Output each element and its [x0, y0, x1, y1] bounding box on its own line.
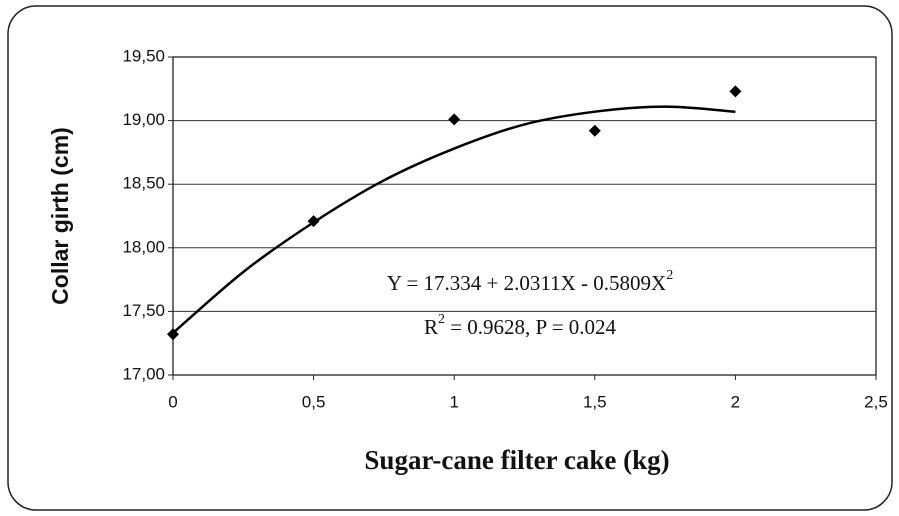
plot-area	[172, 56, 877, 376]
r-prefix: R	[424, 315, 438, 339]
x-tick-label: 1	[449, 392, 458, 411]
y-tick-label: 19,00	[122, 110, 165, 129]
x-axis-title: Sugar-cane filter cake (kg)	[364, 445, 669, 475]
data-point	[167, 328, 179, 341]
y-axis-title: Collar girth (cm)	[47, 127, 73, 305]
y-tick-label: 17,50	[122, 301, 165, 320]
r-text: = 0.9628, P = 0.024	[445, 315, 617, 339]
y-tick-label: 18,00	[122, 237, 165, 256]
equation-sup: 2	[666, 268, 673, 283]
data-point	[729, 85, 742, 98]
chart-frame	[7, 5, 893, 511]
equation: Y = 17.334 + 2.0311X - 0.5809X2	[387, 268, 673, 295]
data-point	[307, 215, 320, 228]
x-tick-label: 1,5	[583, 392, 607, 411]
x-tick-label: 2,5	[864, 392, 888, 411]
x-tick-label: 0	[168, 392, 177, 411]
data-point	[448, 113, 461, 126]
y-tick-label: 18,50	[122, 174, 165, 193]
x-tick-label: 0,5	[302, 392, 326, 411]
equation-text: Y = 17.334 + 2.0311X - 0.5809X	[387, 271, 666, 295]
data-point	[588, 124, 601, 137]
y-tick-label: 17,00	[122, 364, 165, 383]
x-tick-label: 2	[731, 392, 740, 411]
y-tick-label: 19,50	[122, 46, 165, 65]
trendline	[172, 105, 736, 334]
r-sup: 2	[438, 312, 445, 327]
r-squared: R2 = 0.9628, P = 0.024	[424, 312, 617, 339]
